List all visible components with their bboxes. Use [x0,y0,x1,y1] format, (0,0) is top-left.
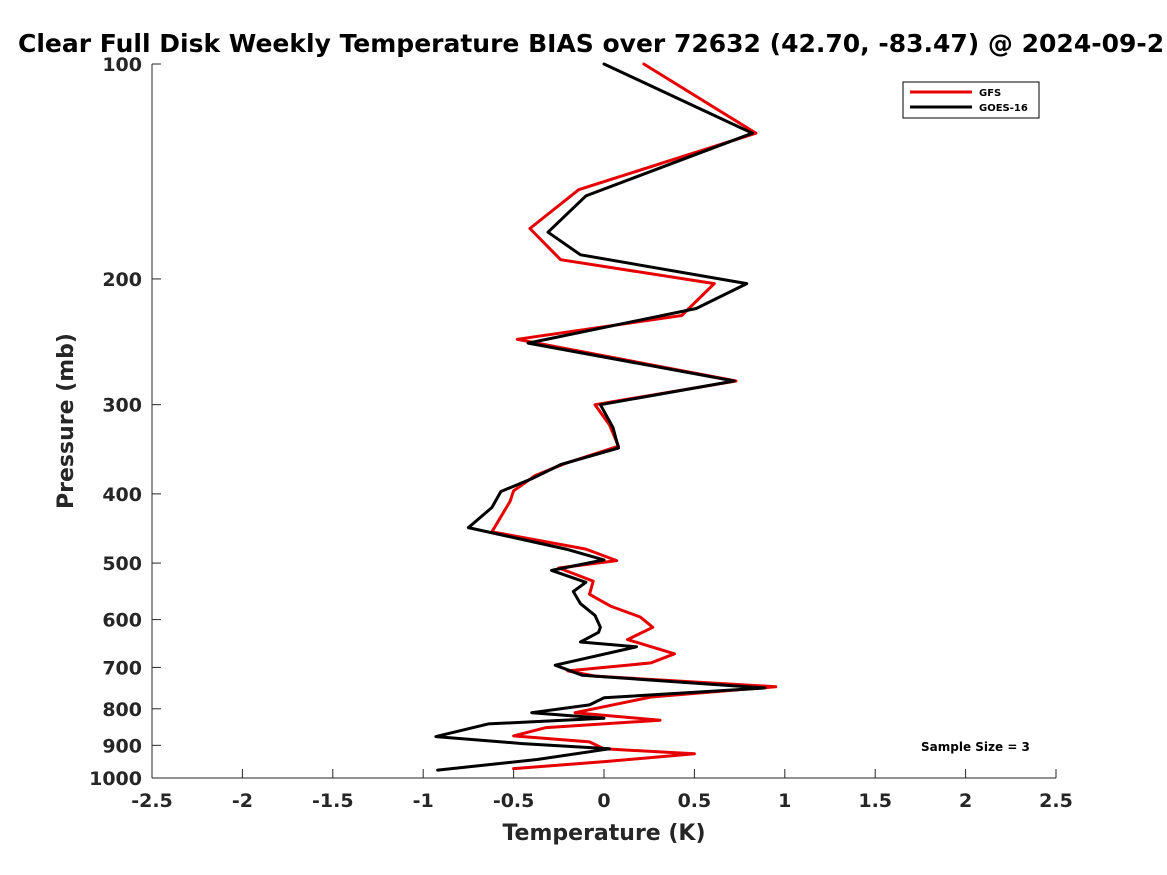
series-line-goes-16 [434,62,767,772]
series-line-gfs [490,62,778,771]
x-tick-label: 0 [597,790,610,812]
legend-box [902,81,1040,119]
legend-label-gfs: GFS [979,88,1001,99]
y-tick-label: 500 [102,553,142,575]
chart-title: Clear Full Disk Weekly Temperature BIAS … [18,29,1164,58]
y-tick-label: 800 [102,699,142,721]
y-tick-label: 400 [102,484,142,506]
y-tick-label: 900 [102,735,142,757]
series-layer [434,62,778,772]
legend-label-goes-16: GOES-16 [979,103,1028,114]
x-tick-label: -0.5 [493,790,535,812]
x-tick-label: -1.5 [312,790,354,812]
y-tick-label: 600 [102,610,142,632]
y-tick-label: 300 [102,395,142,417]
y-ticks: 100 200 300 400 500 600 700 800 900 1000 [89,54,161,790]
x-tick-label: 1 [778,790,791,812]
x-ticks: -2.5 -2 -1.5 -1 -0.5 0 0.5 1 1.5 2 2.5 [131,769,1073,812]
x-tick-label: 2.5 [1039,790,1073,812]
x-axis-label: Temperature (K) [502,821,705,846]
legend: GFS GOES-16 [902,81,1040,119]
x-tick-label: -2.5 [131,790,173,812]
x-tick-label: 0.5 [678,790,712,812]
x-tick-label: -1 [413,790,434,812]
sample-size-annotation: Sample Size = 3 [921,740,1030,754]
y-axis-label: Pressure (mb) [54,333,79,509]
x-tick-label: 1.5 [858,790,892,812]
y-tick-label: 1000 [89,768,142,790]
x-tick-label: -2 [232,790,253,812]
y-tick-label: 700 [102,657,142,679]
y-tick-label: 100 [102,54,142,76]
x-tick-label: 2 [959,790,972,812]
y-tick-label: 200 [102,269,142,291]
